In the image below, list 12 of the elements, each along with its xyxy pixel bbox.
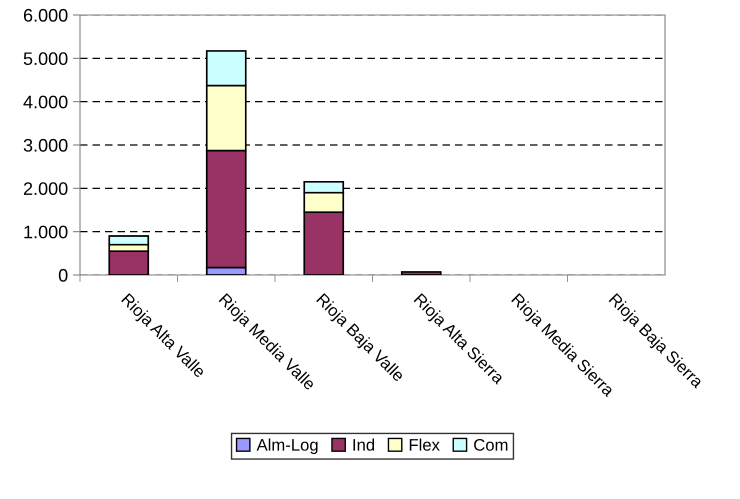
legend-label: Com [474, 438, 508, 451]
legend-label: Alm-Log [256, 438, 318, 454]
bar [400, 271, 442, 275]
legend-label: Ind [353, 438, 374, 451]
y-tick-label: 6.000 [24, 8, 68, 22]
y-tick-label: 0 [58, 268, 68, 282]
y-tick-label: 2.000 [24, 182, 68, 196]
y-tick-label: 5.000 [24, 52, 68, 66]
y-tick-label: 4.000 [23, 96, 68, 108]
y-tick-label: 1.000 [24, 226, 68, 238]
legend-label: Flex [410, 438, 440, 451]
y-tick-label: 3.000 [24, 138, 68, 152]
